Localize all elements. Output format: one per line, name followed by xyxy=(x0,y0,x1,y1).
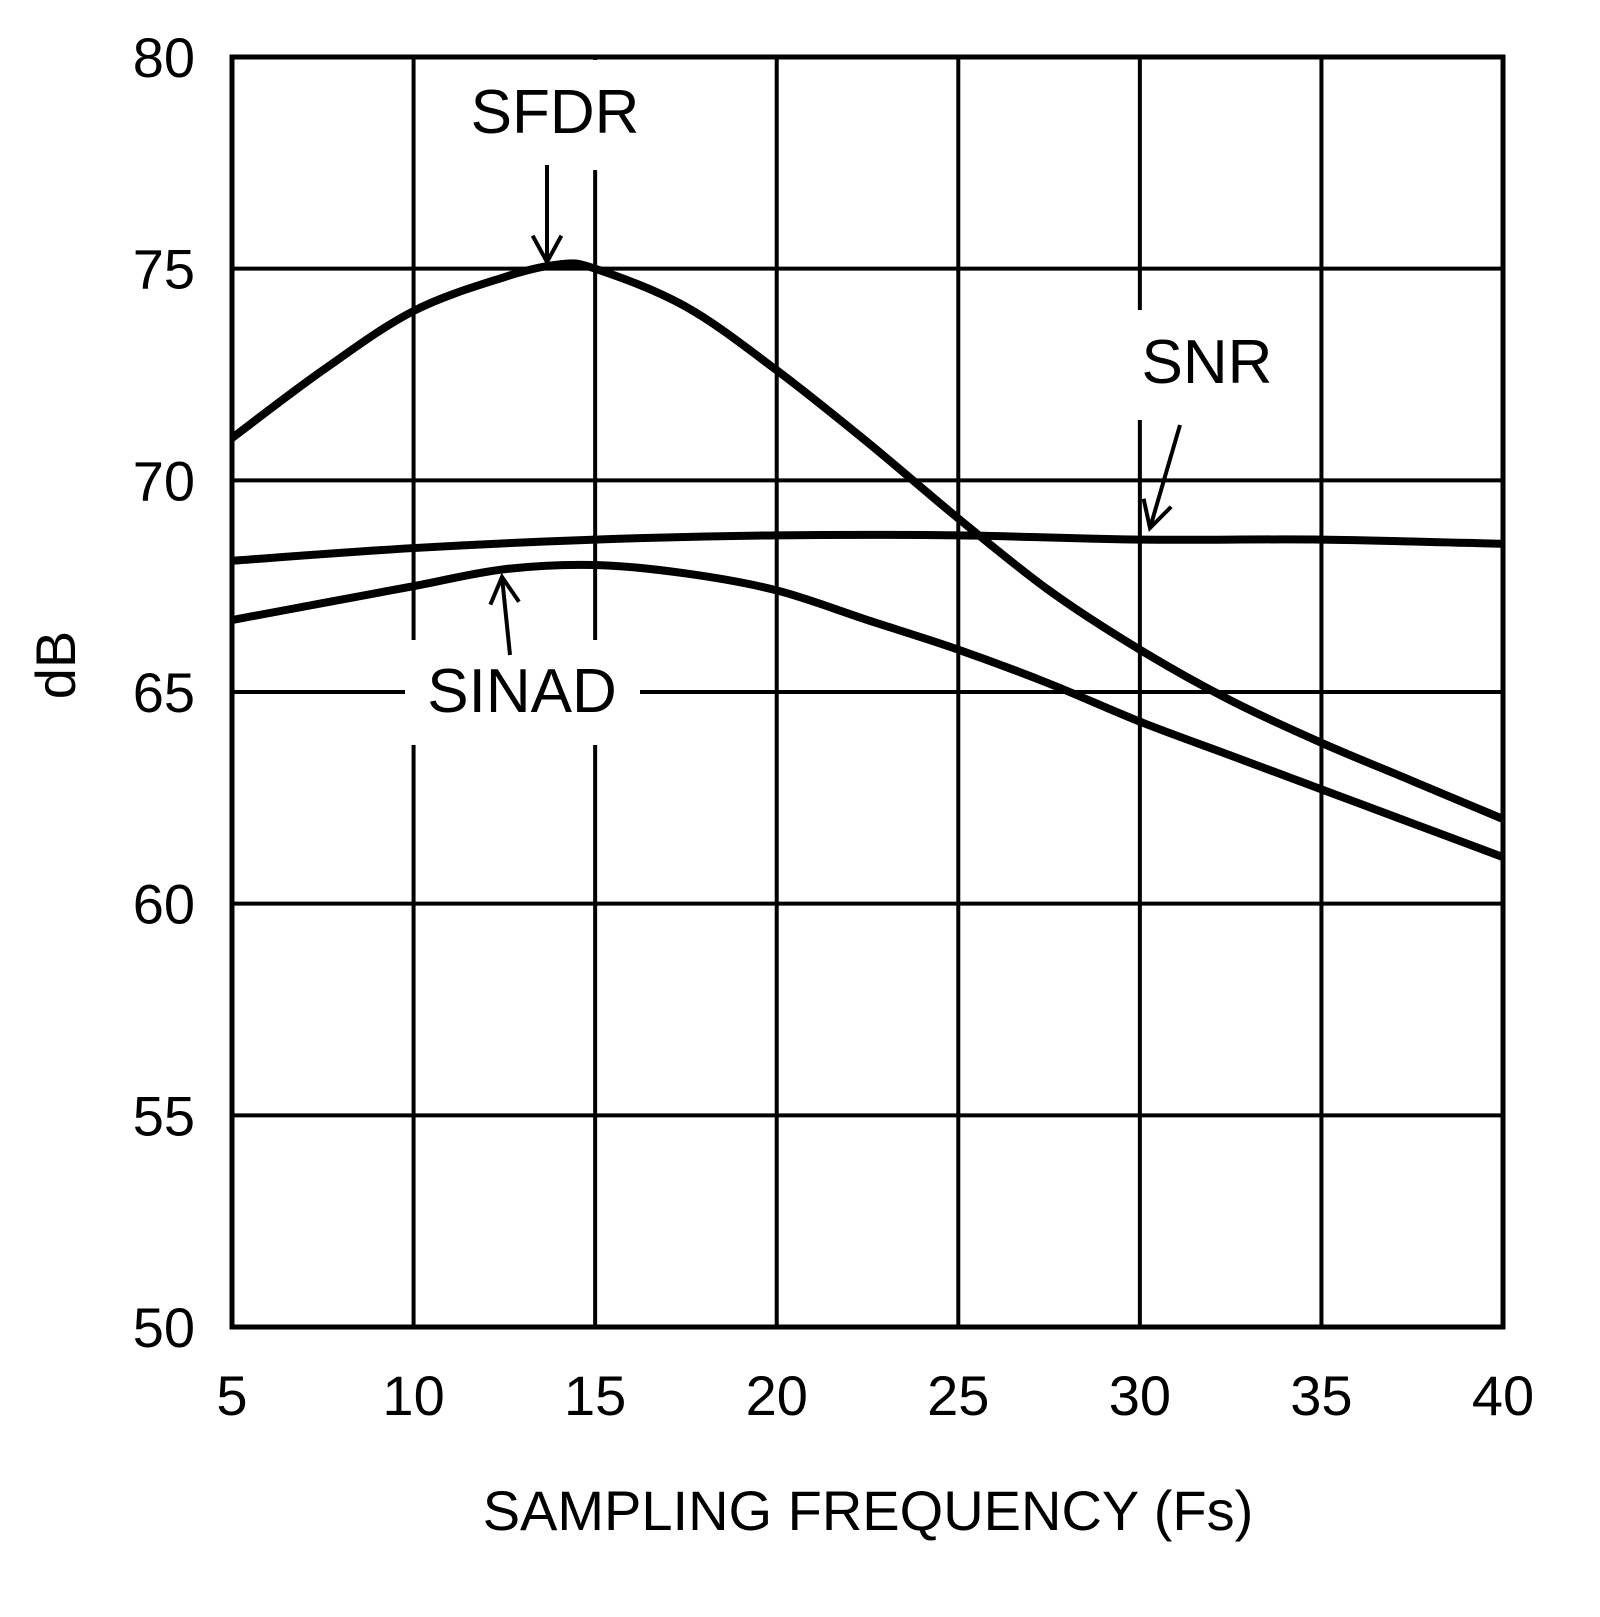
arrow-line xyxy=(500,576,512,656)
y-tick-label: 75 xyxy=(133,238,195,301)
x-axis-label: SAMPLING FREQUENCY (Fs) xyxy=(483,1479,1254,1542)
x-tick-label: 25 xyxy=(927,1364,989,1427)
x-tick-label: 20 xyxy=(746,1364,808,1427)
x-tick-label: 5 xyxy=(216,1364,247,1427)
x-tick-label: 15 xyxy=(564,1364,626,1427)
series-line-sinad xyxy=(231,560,1505,861)
y-tick-labels: 50 55 60 65 70 75 80 xyxy=(133,26,195,1359)
x-tick-labels: 5 10 15 20 25 30 35 40 xyxy=(216,1364,1534,1427)
label-background xyxy=(1125,310,1295,420)
y-axis-label: dB xyxy=(24,631,87,700)
series-label-sfdr: SFDR xyxy=(471,78,640,147)
arrowhead-icon xyxy=(1141,498,1173,533)
y-tick-label: 80 xyxy=(133,26,195,89)
arrow-line xyxy=(1148,424,1182,529)
label-background xyxy=(440,60,660,170)
y-tick-label: 65 xyxy=(133,661,195,724)
arrowhead-icon xyxy=(488,572,521,606)
x-tick-label: 10 xyxy=(382,1364,444,1427)
plot-frame xyxy=(229,54,1506,1330)
series-label-snr: SNR xyxy=(1142,328,1273,397)
x-tick-label: 30 xyxy=(1109,1364,1171,1427)
series-label-sinad: SINAD xyxy=(427,657,616,726)
curves xyxy=(229,259,1505,861)
y-tick-label: 50 xyxy=(133,1296,195,1359)
annotations: SFDR SNR SINAD xyxy=(405,60,1295,745)
label-background xyxy=(405,640,640,745)
series-line-sfdr xyxy=(229,259,1505,823)
y-tick-label: 70 xyxy=(133,449,195,512)
arrowhead-icon xyxy=(530,234,564,267)
series-line-snr xyxy=(231,530,1504,565)
y-tick-label: 55 xyxy=(133,1084,195,1147)
y-tick-label: 60 xyxy=(133,873,195,936)
x-tick-label: 35 xyxy=(1290,1364,1352,1427)
x-tick-label: 40 xyxy=(1472,1364,1534,1427)
